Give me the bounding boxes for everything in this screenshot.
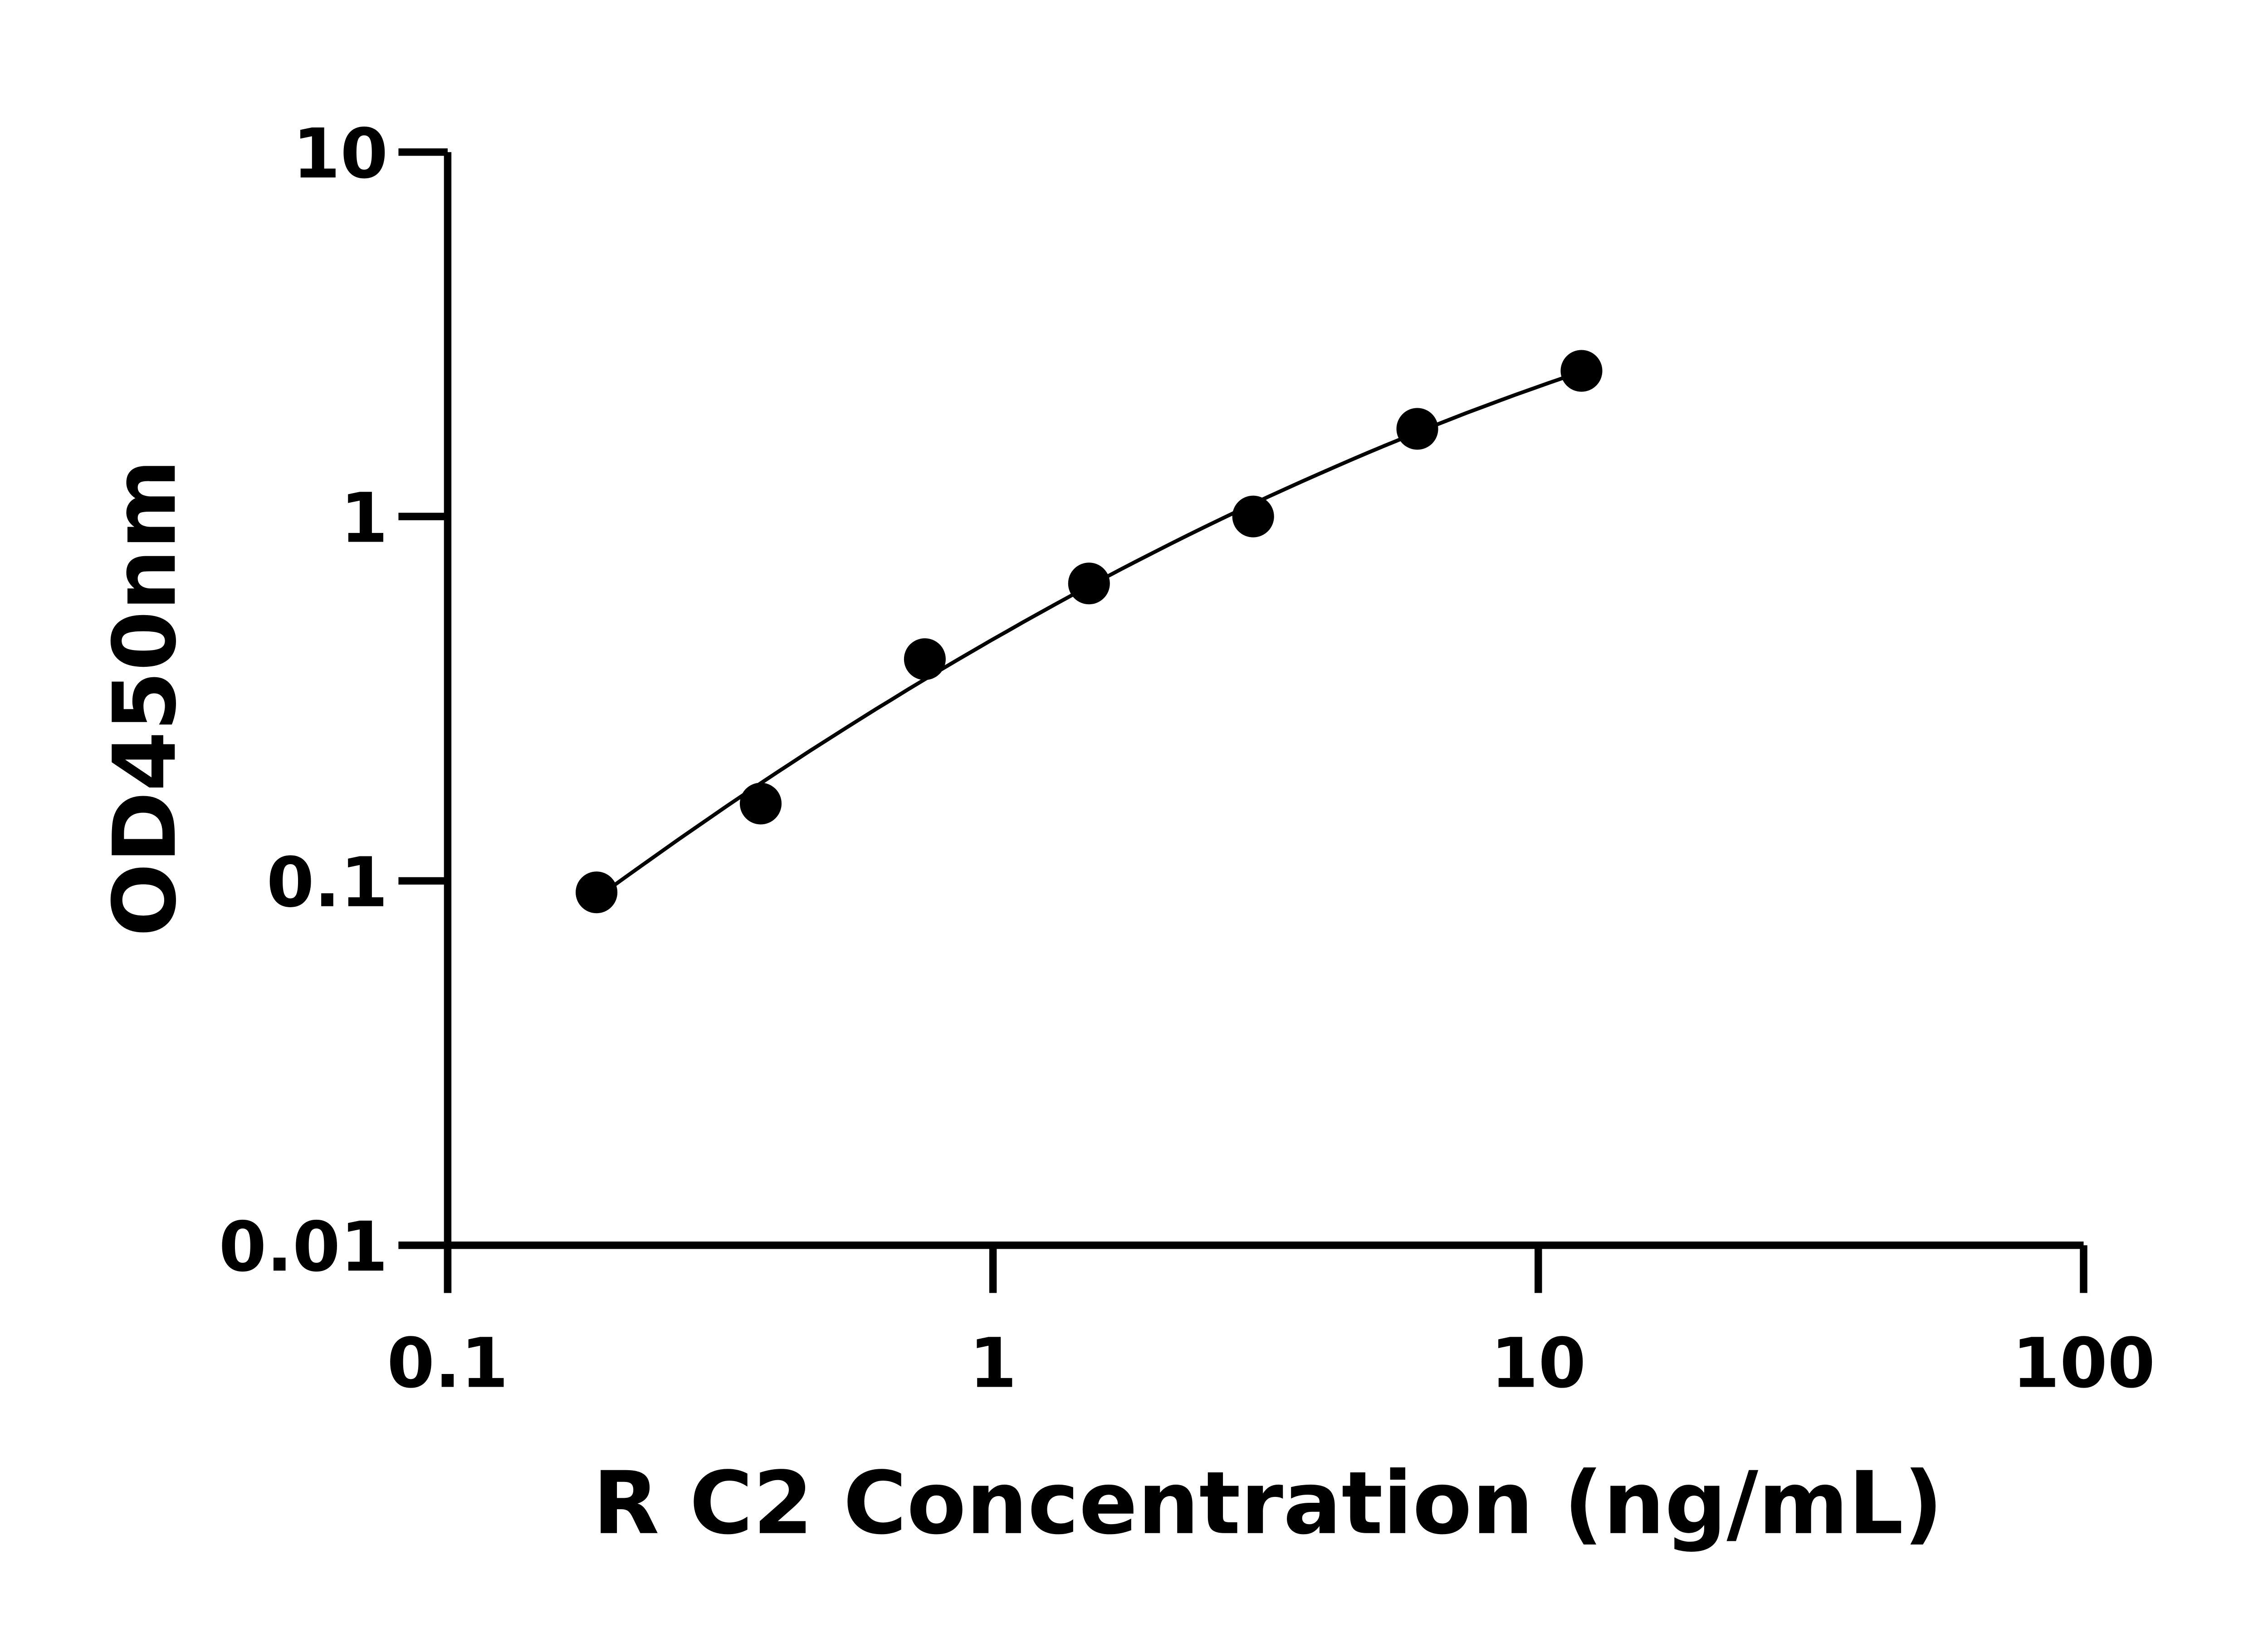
data-point <box>1560 350 1603 392</box>
y-axis-label: OD450nm <box>94 459 195 937</box>
y-tick-label: 0.01 <box>219 1207 388 1287</box>
x-tick-label: 10 <box>1491 1324 1586 1403</box>
x-tick-label: 0.1 <box>387 1324 508 1403</box>
x-tick-labels: 0.1 1 10 100 <box>387 1324 2155 1403</box>
data-point <box>1232 495 1274 538</box>
data-point <box>1068 562 1110 605</box>
data-point <box>904 638 946 680</box>
x-tick-label: 100 <box>2012 1324 2156 1403</box>
data-points <box>576 350 1603 914</box>
data-point <box>576 871 618 914</box>
x-tick-label: 1 <box>969 1324 1017 1403</box>
y-tick-label: 10 <box>293 114 388 194</box>
data-point <box>1396 408 1438 450</box>
y-tick-label: 0.1 <box>267 843 388 923</box>
axes <box>398 148 2087 1293</box>
y-tick-label: 1 <box>340 479 388 558</box>
data-point <box>739 782 782 825</box>
x-axis-label: R C2 Concentration (ng/mL) <box>593 1453 1943 1554</box>
fit-curve <box>595 370 1582 900</box>
y-tick-labels: 0.01 0.1 1 10 <box>219 114 388 1287</box>
